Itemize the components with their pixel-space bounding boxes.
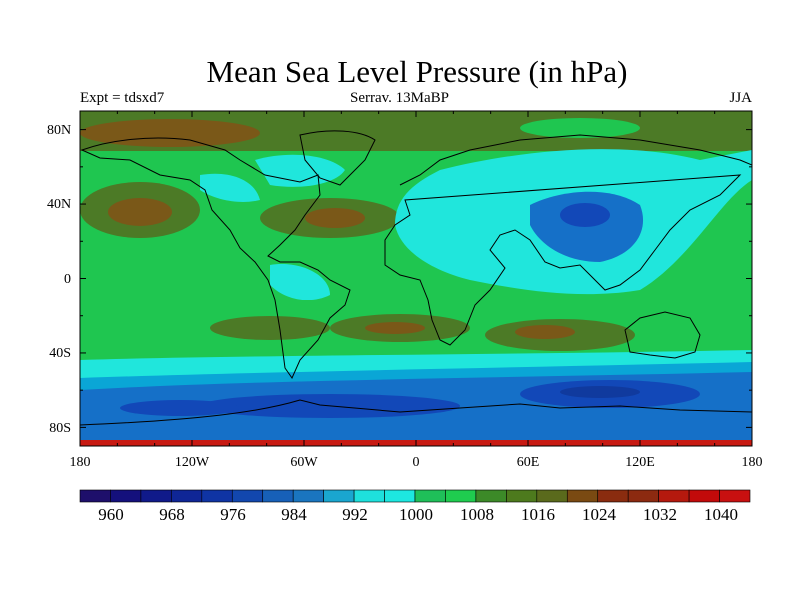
colorbar-label: 1008 [460, 505, 494, 524]
pacific-high-core [108, 198, 172, 226]
colorbar-label: 1040 [704, 505, 738, 524]
colorbar-label: 960 [98, 505, 124, 524]
namerica-low [200, 173, 260, 202]
lat-label-40n: 40N [47, 197, 72, 212]
period-label: Serrav. 13MaBP [350, 90, 450, 106]
lon-label-180w: 180 [69, 455, 91, 470]
colorbar-swatch [658, 489, 690, 503]
colorbar-swatch [262, 489, 294, 503]
colorbar [79, 489, 751, 503]
lon-label-180e: 180 [741, 455, 763, 470]
americas-coast [80, 137, 351, 380]
colorbar-label: 1016 [521, 505, 555, 524]
colorbar-label: 976 [220, 505, 246, 524]
southern-low-center [560, 386, 640, 398]
lon-label-60e: 60E [516, 455, 540, 470]
spacific-high [210, 316, 330, 340]
amazon-low [270, 264, 330, 301]
experiment-label: Expt = tdsxd7 [80, 90, 165, 106]
colorbar-swatch [323, 489, 355, 503]
season-label: JJA [729, 90, 752, 106]
colorbar-swatch [231, 489, 264, 503]
colorbar-label: 968 [159, 505, 185, 524]
axis-ticks [79, 111, 753, 446]
map-title: Mean Sea Level Pressure (in hPa) [206, 54, 628, 89]
satlantic-high-core [365, 322, 425, 334]
lon-label-60w: 60W [290, 455, 318, 470]
lat-label-80s: 80S [49, 421, 71, 436]
arctic-gap [520, 118, 640, 138]
colorbar-label: 992 [342, 505, 368, 524]
colorbar-swatch [536, 489, 568, 503]
colorbar-swatch [566, 489, 599, 503]
colorbar-swatch [627, 489, 659, 503]
colorbar-swatch [140, 489, 172, 503]
lon-label-0: 0 [412, 455, 420, 470]
lon-label-120e: 120E [625, 455, 655, 470]
colorbar-label: 1024 [582, 505, 616, 524]
eurasia-africa-coast [384, 134, 752, 346]
colorbar-swatch [506, 489, 538, 503]
colorbar-swatch [597, 489, 629, 503]
sindian-high-core [515, 325, 575, 339]
colorbar-swatch [719, 489, 751, 503]
colorbar-swatch [688, 489, 720, 503]
southern-low-core-3 [120, 400, 240, 416]
colorbar-swatch [475, 489, 507, 503]
lat-label-80n: 80N [47, 123, 72, 138]
atlantic-high-core [305, 208, 365, 228]
greenland-coast [299, 130, 376, 186]
colorbar-swatch [384, 489, 416, 503]
colorbar-swatch [353, 489, 385, 503]
colorbar-swatch [171, 489, 203, 503]
lon-label-120w: 120W [174, 455, 210, 470]
colorbar-label: 1032 [643, 505, 677, 524]
asian-low-center [560, 203, 610, 227]
colorbar-swatch [414, 489, 446, 503]
lat-label-equator: 0 [64, 272, 71, 287]
colorbar-label: 1000 [399, 505, 433, 524]
colorbar-swatch [445, 489, 477, 503]
antarctica-coast [80, 399, 752, 426]
colorbar-swatch [110, 489, 142, 503]
pressure-field [80, 111, 752, 446]
colorbar-swatch [292, 489, 324, 503]
colorbar-swatch [79, 489, 111, 503]
australia-coast [624, 311, 701, 359]
lat-label-40s: 40S [49, 346, 71, 361]
colorbar-label: 984 [281, 505, 307, 524]
antarctic-blue [80, 418, 752, 440]
coastlines [80, 130, 752, 426]
colorbar-swatch [201, 489, 233, 503]
